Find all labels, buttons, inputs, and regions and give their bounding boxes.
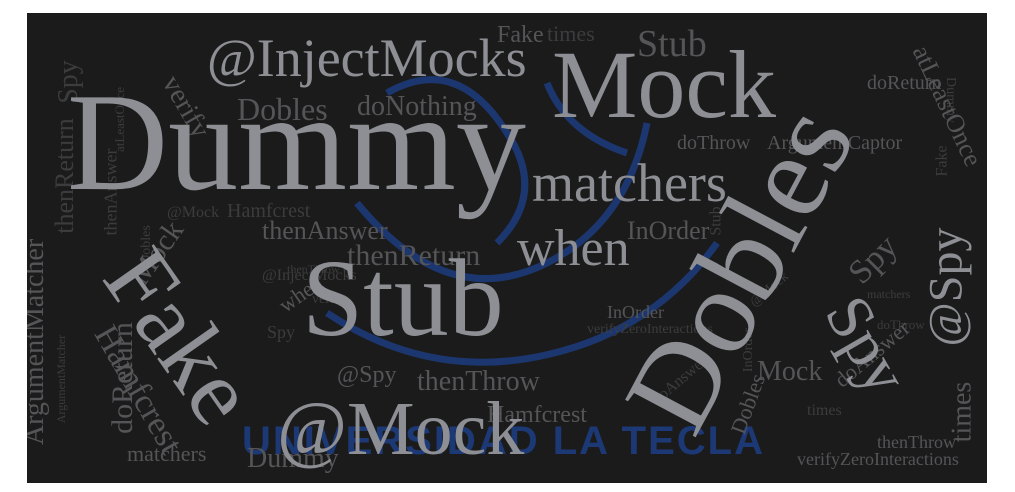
logo-graphic (325, 76, 720, 366)
word-in-order-mid: InOrder (607, 302, 664, 322)
word-matchers-tiny: matchers (867, 287, 911, 301)
word-stub-main: Stub (302, 237, 504, 359)
watermark-text: UNIVERSIDAD LA TECLA (242, 419, 765, 463)
word-matchers: matchers (532, 153, 727, 213)
word-at-spy-bottom: @Spy (337, 362, 397, 388)
word-cloud: UNIVERSIDAD LA TECLA times Spy thenRetur… (27, 13, 987, 483)
word-dobles-small: Dobles (237, 91, 328, 127)
word-hamfcrest-small: Hamfcrest (227, 200, 311, 222)
word-do-nothing: doNothing (357, 91, 477, 122)
word-matchers-bottom: matchers (127, 441, 207, 466)
word-then-answer-main: thenAnswer (262, 216, 388, 245)
word-do-throw: doThrow (677, 132, 751, 154)
word-in-order-main: InOrder (627, 216, 710, 245)
word-at-inject-mocks-small: @InjectMocks (262, 267, 357, 284)
word-verify-zero-main: verifyZeroInteractions (797, 449, 959, 469)
word-times-top: times (547, 21, 595, 46)
word-mock-main: Mock (552, 31, 776, 138)
word-verify-small: verify (312, 292, 346, 307)
word-at-mock-main: @Mock (277, 387, 525, 471)
word-hamfcrest-bottom: Hamfcrest (487, 402, 587, 428)
word-when: when (517, 220, 630, 277)
word-dummy-bottom: Dummy (247, 443, 339, 474)
word-do-return-right: doReturn (867, 72, 942, 94)
word-then-throw-main: thenThrow (417, 366, 540, 397)
word-do-throw-right: doThrow (877, 317, 925, 332)
word-fake-top: Fake (497, 22, 544, 48)
word-dummy: Dummy (67, 65, 526, 220)
word-spy-small: Spy (267, 322, 296, 342)
word-argument-captor: ArgumentCaptor (767, 132, 903, 154)
word-at-spy-main: @Spy (919, 227, 973, 347)
word-stub-top: Stub (637, 23, 707, 65)
word-fake-small: Fake (933, 145, 951, 177)
word-times-right: times (807, 402, 842, 419)
word-inject-mocks: @InjectMocks (207, 28, 527, 88)
word-then-return-main: thenReturn (347, 239, 481, 272)
word-then-throw-small: thenThrow (287, 262, 340, 276)
word-verify-zero-small: verifyZeroInteractions (587, 322, 713, 337)
word-then-throw-bottom: thenThrow (877, 432, 956, 452)
word-argument-matcher-main: ArgumentMatcher (27, 238, 51, 446)
word-at-mock-tiny: @Mock (167, 204, 220, 221)
word-mock-bottom-right: Mock (757, 356, 823, 387)
word-argument-matcher-small: ArgumentMatcher (54, 334, 69, 424)
